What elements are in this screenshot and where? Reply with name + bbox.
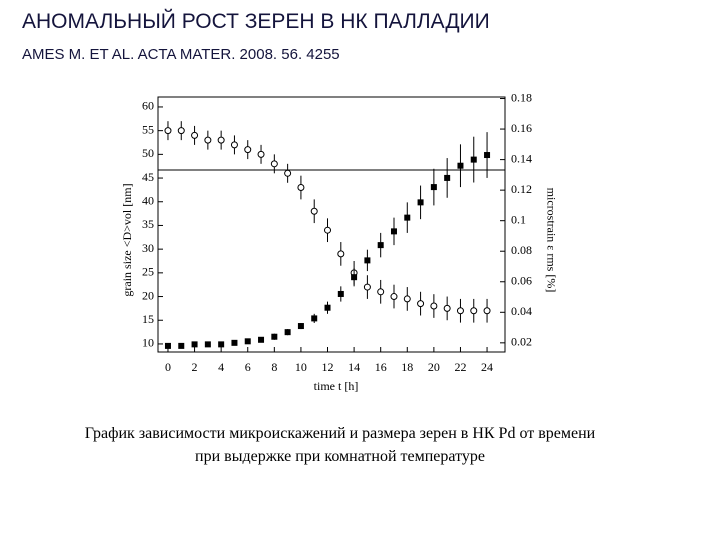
marker <box>191 341 198 348</box>
y2-tick-label: 0.08 <box>511 243 532 257</box>
y2-axis-label: microstrain ε rms [%] <box>544 188 558 293</box>
y2-tick-label: 0.06 <box>511 274 532 288</box>
marker <box>204 136 212 144</box>
y-tick-label: 30 <box>142 241 154 255</box>
marker <box>390 293 398 301</box>
marker <box>404 214 411 221</box>
marker <box>483 307 491 315</box>
y-tick-label: 10 <box>142 336 154 350</box>
x-tick-label: 8 <box>271 360 277 374</box>
y-tick-label: 25 <box>142 265 154 279</box>
slide-subtitle: AMES M. ET AL. ACTA MATER. 2008. 56. 425… <box>22 46 340 63</box>
marker <box>444 174 451 181</box>
marker <box>177 127 185 135</box>
marker <box>231 339 238 346</box>
marker <box>337 290 344 297</box>
x-tick-label: 2 <box>192 360 198 374</box>
marker <box>244 146 252 154</box>
marker <box>457 162 464 169</box>
marker <box>310 207 318 215</box>
marker <box>297 323 304 330</box>
x-tick-label: 24 <box>481 360 493 374</box>
marker <box>297 184 305 192</box>
marker <box>377 242 384 249</box>
y2-tick-label: 0.04 <box>511 304 532 318</box>
marker <box>284 329 291 336</box>
x-tick-label: 12 <box>322 360 334 374</box>
y2-tick-label: 0.16 <box>511 121 532 135</box>
marker <box>363 283 371 291</box>
marker <box>218 341 225 348</box>
y-tick-label: 15 <box>142 312 154 326</box>
marker <box>270 160 278 168</box>
marker <box>284 169 292 177</box>
marker <box>217 136 225 144</box>
x-axis-label: time t [h] <box>314 379 359 393</box>
marker <box>470 307 478 315</box>
marker <box>178 342 185 349</box>
marker <box>430 184 437 191</box>
marker <box>337 250 345 258</box>
x-tick-label: 18 <box>401 360 413 374</box>
slide-title: АНОМАЛЬНЫЙ РОСТ ЗЕРЕН В НК ПАЛЛАДИИ <box>22 10 490 33</box>
x-tick-label: 22 <box>454 360 466 374</box>
marker <box>364 257 371 264</box>
y-tick-label: 40 <box>142 193 154 207</box>
y-axis-label: grain size <D>vol [nm] <box>120 183 134 296</box>
x-tick-label: 0 <box>165 360 171 374</box>
x-tick-label: 10 <box>295 360 307 374</box>
y-tick-label: 45 <box>142 170 154 184</box>
x-tick-label: 14 <box>348 360 360 374</box>
marker <box>271 333 278 340</box>
marker <box>484 152 491 159</box>
marker <box>417 300 425 308</box>
y-tick-label: 35 <box>142 217 154 231</box>
marker <box>311 315 318 322</box>
y-tick-label: 50 <box>142 146 154 160</box>
chart: time t [h] grain size <D>vol [nm] micros… <box>120 90 559 393</box>
y2-tick-label: 0.1 <box>511 212 526 226</box>
plot-frame <box>157 96 506 353</box>
marker <box>470 156 477 163</box>
marker <box>230 141 238 149</box>
y-tick-label: 60 <box>142 99 154 113</box>
y2-tick-label: 0.18 <box>511 90 532 104</box>
marker <box>417 199 424 206</box>
marker <box>257 150 265 158</box>
marker <box>164 127 172 135</box>
marker <box>456 307 464 315</box>
marker <box>244 338 251 345</box>
marker <box>258 336 265 343</box>
marker <box>324 226 332 234</box>
marker <box>351 274 358 281</box>
marker <box>204 341 211 348</box>
y2-tick-label: 0.02 <box>511 335 532 349</box>
y2-tick-label: 0.12 <box>511 182 532 196</box>
y2-tick-label: 0.14 <box>511 151 532 165</box>
y-tick-label: 55 <box>142 122 154 136</box>
marker <box>443 304 451 312</box>
y-tick-label: 20 <box>142 288 154 302</box>
marker <box>377 288 385 296</box>
x-tick-label: 20 <box>428 360 440 374</box>
marker <box>390 228 397 235</box>
marker <box>430 302 438 310</box>
marker <box>403 295 411 303</box>
marker <box>164 342 171 349</box>
caption: График зависимости микроискажений и разм… <box>84 425 596 465</box>
x-tick-label: 6 <box>245 360 251 374</box>
marker <box>191 131 199 139</box>
x-tick-label: 4 <box>218 360 224 374</box>
x-tick-label: 16 <box>375 360 387 374</box>
marker <box>324 304 331 311</box>
